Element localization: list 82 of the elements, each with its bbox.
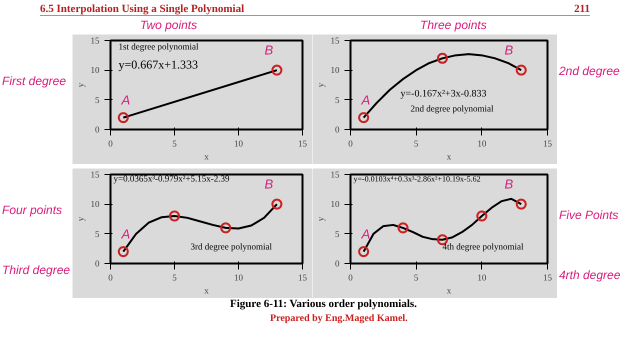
text: First degree: [2, 74, 66, 88]
annotation: y=0.667x+1.333: [118, 58, 198, 72]
point: [118, 246, 129, 258]
text: 4rth degree: [559, 268, 620, 282]
y-axis-title: y: [316, 82, 326, 88]
x-tick-label: 10: [477, 272, 487, 282]
x-tick-label: 0: [348, 272, 354, 282]
x-tick-label: 5: [172, 272, 178, 282]
point: [516, 64, 527, 76]
annotation: B: [264, 42, 274, 58]
annotation: y=-0.0103x⁴+0.3x³-2.86x²+10.19x-5.62: [354, 174, 481, 184]
text: 211: [574, 3, 590, 15]
y-tick-label: 10: [330, 65, 340, 76]
annotation: B: [504, 176, 514, 192]
annotation: A: [360, 226, 370, 242]
annotation: A: [120, 92, 130, 108]
text: Four points: [2, 203, 62, 217]
x-tick-label: 15: [543, 272, 552, 282]
y-tick-label: 10: [90, 199, 100, 210]
y-tick-label: 15: [330, 36, 340, 46]
x-axis-title: x: [204, 152, 210, 162]
x-tick-label: 5: [414, 272, 419, 282]
y-axis-title: y: [76, 82, 86, 88]
x-axis-title: x: [204, 286, 210, 296]
point: [516, 198, 527, 210]
annotation: 2nd degree polynomial: [410, 104, 494, 114]
point: [436, 52, 448, 64]
x-tick-label: 10: [234, 272, 244, 282]
annotation: y=0.0365x³-0.979x²+5.15x-2.39: [114, 174, 230, 184]
x-axis-title: x: [446, 152, 452, 162]
text: Third degree: [2, 263, 70, 277]
x-tick-label: 15: [543, 138, 552, 148]
annotation: 4th degree polynomial: [442, 242, 524, 252]
x-tick-label: 0: [348, 138, 354, 148]
annotation: A: [120, 226, 130, 242]
y-tick-label: 5: [335, 94, 340, 105]
annotation: 3rd degree polynomial: [190, 242, 272, 252]
point: [358, 246, 370, 258]
y-axis-title: y: [76, 216, 86, 222]
y-tick-label: 0: [335, 124, 340, 134]
y-tick-label: 5: [95, 94, 100, 105]
y-tick-label: 10: [90, 65, 100, 76]
y-axis-title: y: [316, 216, 326, 222]
line-series: [362, 198, 522, 253]
line-series: [362, 53, 522, 119]
text: Prepared by Eng.Maged Kamel.: [270, 313, 408, 324]
point: [271, 198, 282, 210]
point: [398, 222, 409, 234]
annotation: 1st degree polynomial: [118, 42, 199, 52]
caption: Figure 6-11: Various order polynomials.: [230, 298, 417, 310]
x-tick-label: 5: [172, 138, 178, 148]
text: Two points: [140, 18, 198, 32]
x-tick-label: 5: [414, 138, 419, 148]
y-tick-label: 10: [330, 199, 340, 210]
y-tick-label: 5: [95, 228, 100, 239]
x-tick-label: 15: [298, 272, 308, 282]
point: [358, 112, 370, 124]
x-tick-label: 0: [108, 272, 114, 282]
y-tick-label: 15: [330, 170, 340, 180]
x-tick-label: 10: [477, 138, 487, 148]
point: [169, 210, 180, 222]
x-tick-label: 15: [298, 138, 308, 148]
text: 2nd degree: [559, 64, 620, 78]
y-tick-label: 15: [90, 170, 100, 180]
annotation: A: [360, 92, 370, 108]
point: [476, 210, 488, 222]
y-tick-label: 15: [90, 36, 100, 46]
y-tick-label: 0: [95, 258, 100, 268]
annotation: B: [264, 176, 274, 192]
y-tick-label: 0: [335, 258, 340, 268]
annotation: B: [504, 42, 514, 58]
text: 6.5 Interpolation Using a Single Polynomial: [40, 3, 244, 15]
annotation: y=-0.167x²+3x-0.833: [400, 88, 486, 100]
y-tick-label: 0: [95, 124, 100, 134]
x-tick-label: 0: [108, 138, 114, 148]
x-tick-label: 10: [234, 138, 244, 148]
x-axis-title: x: [446, 286, 452, 296]
y-tick-label: 5: [335, 228, 340, 239]
line-series: [122, 203, 278, 253]
point: [220, 222, 232, 234]
text: Three points: [420, 18, 487, 32]
text: Five Points: [559, 208, 618, 222]
